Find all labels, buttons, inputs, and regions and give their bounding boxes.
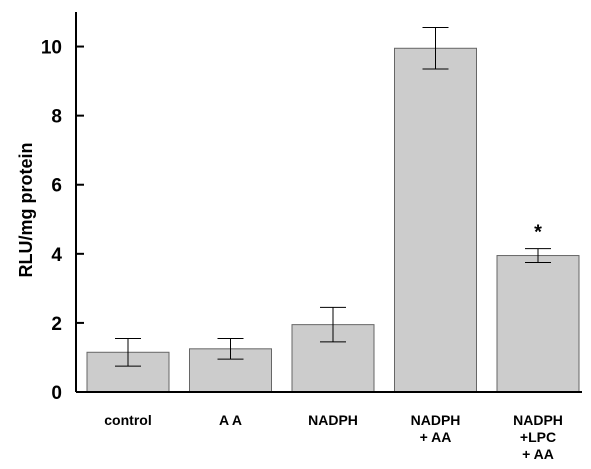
y-tick-label-0: 0 [51, 383, 62, 404]
annotations-group: * [534, 222, 542, 244]
significance-annotation-4: * [534, 222, 542, 244]
y-tick-label-10: 10 [41, 38, 62, 59]
x-tick-label-4-1: +LPC [520, 429, 556, 445]
x-tick-label-4-2: + AA [522, 446, 554, 462]
x-tick-label-2-0: NADPH [308, 412, 358, 428]
bar-4 [496, 255, 580, 393]
bar-3 [394, 47, 477, 393]
y-tick-label-4: 4 [51, 245, 62, 266]
error-bars-group [115, 27, 551, 367]
x-tick-label-1-0: A A [219, 412, 242, 428]
x-tick-label-3-1: + AA [420, 429, 452, 445]
axes-group [75, 12, 582, 393]
bars-group [86, 47, 580, 393]
y-ticks-group: 0 2 4 6 8 10 [41, 38, 84, 404]
y-tick-label-8: 8 [51, 107, 62, 128]
y-tick-label-2: 2 [51, 314, 62, 335]
y-axis-label: RLU/mg protein [16, 143, 36, 278]
x-tick-label-4-0: NADPH [513, 412, 563, 428]
y-tick-label-6: 6 [51, 176, 62, 197]
x-tick-label-3-0: NADPH [411, 412, 461, 428]
x-tick-label-0-0: control [104, 412, 151, 428]
